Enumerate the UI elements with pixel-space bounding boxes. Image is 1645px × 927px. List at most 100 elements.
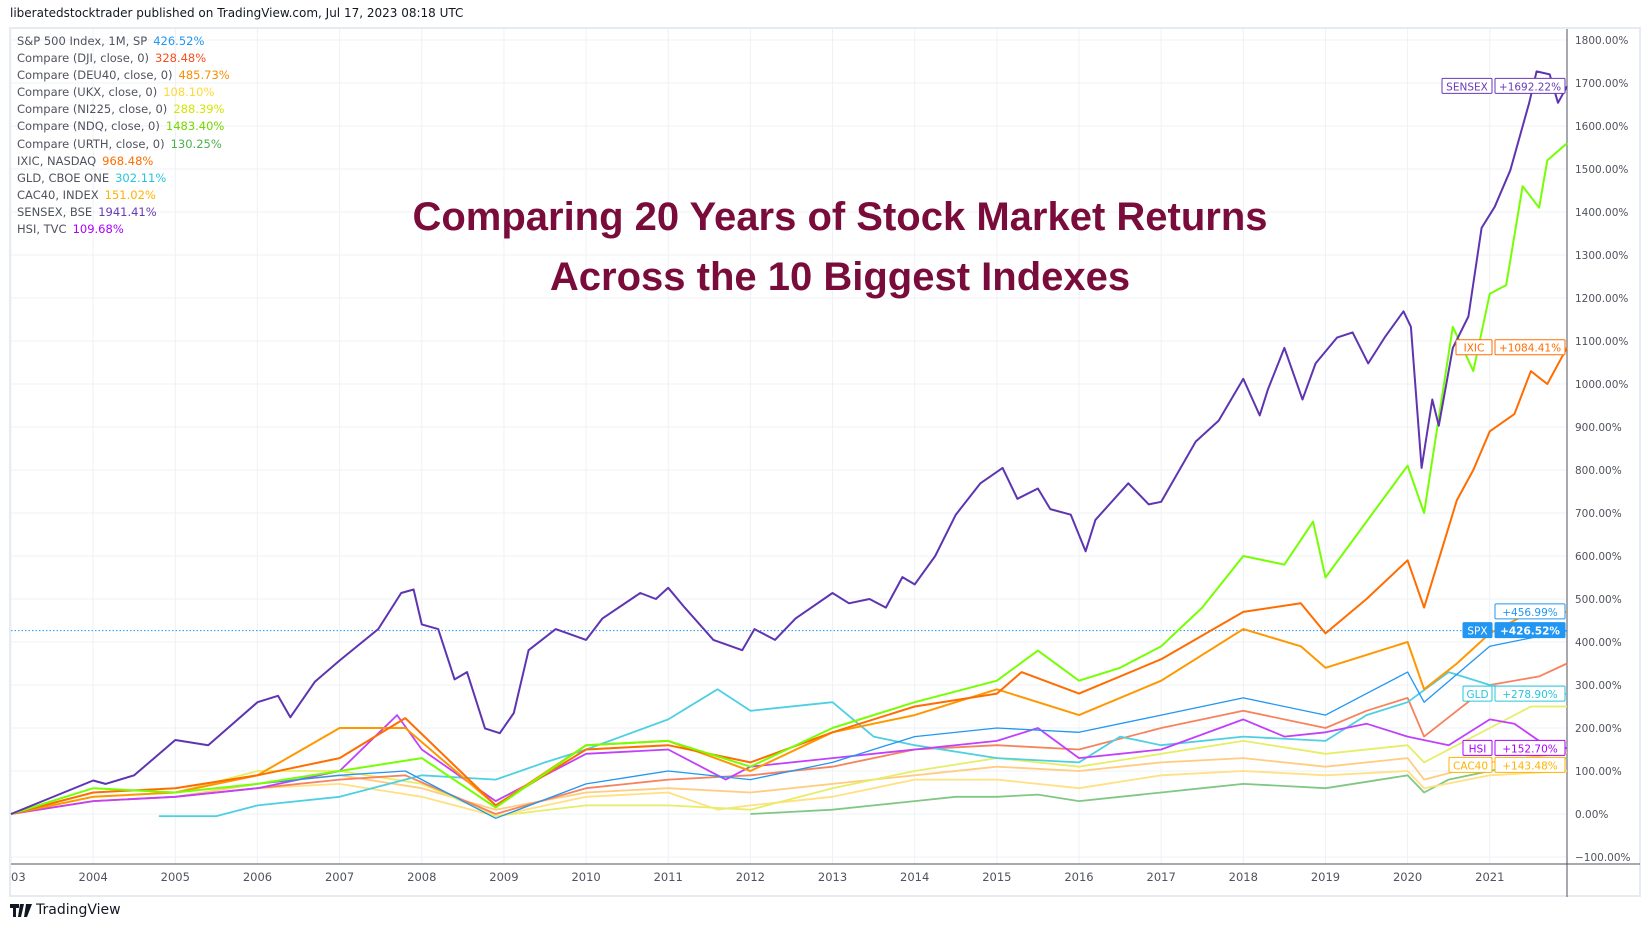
y-tick-label: 900.00%	[1575, 422, 1622, 434]
y-tick-label: 100.00%	[1575, 766, 1622, 778]
x-tick-label: 2006	[243, 870, 272, 884]
series-line-urth	[750, 757, 1568, 815]
y-tick-label: 1100.00%	[1575, 336, 1628, 348]
end-label-ticker: SENSEX	[1446, 81, 1488, 93]
end-label-ticker-box	[1448, 756, 1493, 773]
x-tick-label: 2017	[1147, 870, 1176, 884]
y-tick-label: 1200.00%	[1575, 293, 1628, 305]
end-label-ticker-box	[1462, 685, 1493, 702]
x-tick-label: 2014	[900, 870, 929, 884]
end-label-ticker: CAC40	[1453, 760, 1488, 772]
legend-value: 1941.41%	[98, 204, 157, 219]
x-tick-label: 2018	[1229, 870, 1258, 884]
legend-item[interactable]: HSI, TVC 109.68%	[17, 221, 230, 238]
legend-item[interactable]: Compare (DJI, close, 0) 328.48%	[17, 50, 230, 67]
legend-item[interactable]: CAC40, INDEX 151.02%	[17, 187, 230, 204]
legend-value: 328.48%	[155, 51, 207, 66]
series-line-dji	[10, 662, 1568, 815]
end-label-value-box	[1494, 77, 1566, 94]
footer-brand-text: TradingView	[36, 902, 121, 918]
y-tick-label: 1000.00%	[1575, 379, 1628, 391]
x-tick-label: 2010	[571, 870, 600, 884]
end-label-ticker: IXIC	[1464, 343, 1485, 355]
end-label-value: +143.48%	[1502, 760, 1558, 772]
legend-value: 302.11%	[115, 170, 167, 185]
legend-label: GLD, CBOE ONE	[17, 170, 110, 185]
series-line-hsi	[10, 714, 1568, 815]
legend-item[interactable]: GLD, CBOE ONE 302.11%	[17, 170, 230, 187]
legend-value: 485.73%	[178, 68, 230, 83]
legend-item[interactable]: IXIC, NASDAQ 968.48%	[17, 153, 230, 170]
series-line-deu40	[10, 610, 1567, 815]
series-line-ni225	[10, 705, 1567, 817]
y-tick-label: 500.00%	[1575, 594, 1622, 606]
y-tick-label: 1300.00%	[1575, 250, 1628, 262]
legend-item[interactable]: Compare (NI225, close, 0) 288.39%	[17, 101, 230, 118]
end-label-value-box	[1494, 622, 1566, 639]
series-line-ixic	[10, 347, 1568, 815]
legend-item[interactable]: S&P 500 Index, 1M, SP 426.52%	[17, 33, 230, 50]
legend-label: Compare (DEU40, close, 0)	[17, 68, 173, 83]
x-tick-label: 2007	[325, 870, 354, 884]
legend-value: 1483.40%	[165, 119, 225, 134]
end-label-value-box	[1494, 685, 1566, 702]
legend-label: S&P 500 Index, 1M, SP	[17, 34, 148, 48]
legend-item[interactable]: Compare (DEU40, close, 0) 485.73%	[17, 67, 230, 84]
series-line-sensex	[10, 70, 1568, 815]
y-tick-label: 300.00%	[1575, 680, 1622, 692]
legend-label: Compare (URTH, close, 0)	[17, 136, 165, 151]
x-tick-label: 2013	[818, 870, 847, 884]
x-tick-label: 2021	[1475, 870, 1504, 884]
legend-item[interactable]: Compare (UKX, close, 0) 108.10%	[17, 84, 230, 101]
legend-item[interactable]: Compare (NDQ, close, 0) 1483.40%	[17, 118, 230, 135]
y-tick-label: 1800.00%	[1575, 35, 1628, 47]
title-line-1: Comparing 20 Years of Stock Market Retur…	[412, 195, 1268, 239]
chart-title: Comparing 20 Years of Stock Market Retur…	[340, 187, 1340, 307]
end-label-value: +1084.41%	[1499, 343, 1561, 355]
x-tick-label: 2008	[407, 870, 436, 884]
x-tick-label: 2019	[1311, 870, 1340, 884]
tradingview-logo-icon	[10, 903, 32, 917]
end-label-ticker: HSI	[1469, 743, 1487, 755]
series-line-cac40	[10, 751, 1568, 815]
footer-brand[interactable]: TradingView	[10, 902, 121, 918]
y-tick-label: 600.00%	[1575, 551, 1622, 563]
x-tick-label: 03	[11, 870, 26, 884]
legend-label: IXIC, NASDAQ	[17, 153, 97, 168]
series-group	[10, 70, 1568, 819]
x-tick-label: 2011	[654, 870, 683, 884]
x-tick-label: 2004	[79, 870, 108, 884]
end-label-value: +426.52%	[1500, 626, 1560, 638]
end-label-value: +278.90%	[1502, 689, 1558, 701]
y-tick-label: −100.00%	[1575, 852, 1631, 864]
end-label-value-box	[1494, 739, 1566, 756]
series-line-ukx	[10, 770, 1568, 817]
legend-value: 288.39%	[173, 102, 225, 117]
legend-label: Compare (NI225, close, 0)	[17, 102, 168, 117]
end-label-ticker-box	[1455, 339, 1493, 356]
legend-label: SENSEX, BSE	[17, 204, 93, 219]
end-label-value-box	[1494, 339, 1566, 356]
legend-item[interactable]: Compare (URTH, close, 0) 130.25%	[17, 136, 230, 153]
x-tick-label: 2005	[161, 870, 190, 884]
legend-value: 426.52%	[153, 34, 205, 48]
x-tick-label: 2009	[489, 870, 518, 884]
legend-label: HSI, TVC	[17, 222, 67, 237]
legend-value: 108.10%	[163, 85, 215, 100]
end-label-ticker: GLD	[1466, 689, 1488, 701]
end-label-ticker-box	[1441, 77, 1493, 94]
y-tick-label: 0.00%	[1575, 809, 1608, 821]
series-line-gld	[158, 671, 1568, 817]
end-label-ticker-box	[1462, 622, 1493, 639]
y-tick-label: 1500.00%	[1575, 164, 1628, 176]
x-tick-label: 2015	[982, 870, 1011, 884]
legend: S&P 500 Index, 1M, SP 426.52% Compare (DJI…	[17, 33, 230, 238]
end-label-value: +152.70%	[1502, 743, 1558, 755]
publish-header: liberatedstocktrader published on Tradin…	[10, 6, 464, 20]
legend-item[interactable]: SENSEX, BSE 1941.41%	[17, 204, 230, 221]
legend-label: CAC40, INDEX	[17, 187, 99, 202]
x-tick-label: 2020	[1393, 870, 1422, 884]
y-tick-label: 400.00%	[1575, 637, 1622, 649]
